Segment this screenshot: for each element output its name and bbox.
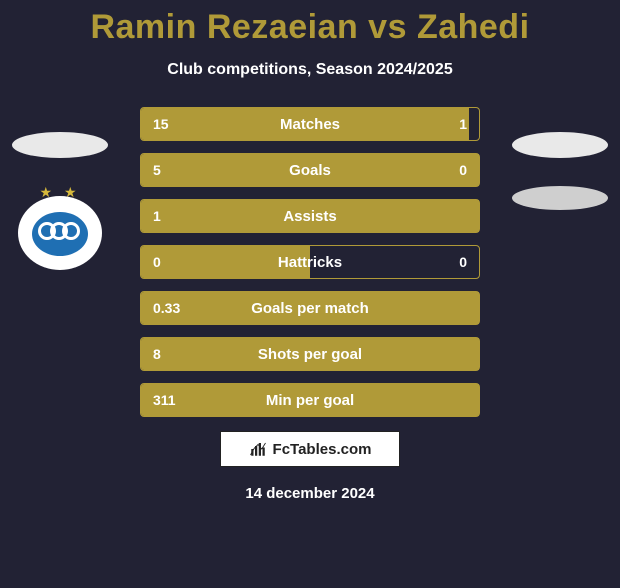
stat-row-gpm: 0.33 Goals per match xyxy=(140,291,480,325)
badge-rings-icon xyxy=(38,222,80,240)
club-left-badge: ★ ★ xyxy=(18,186,102,270)
player-right-placeholder xyxy=(512,132,608,158)
stat-row-matches: 15 Matches 1 xyxy=(140,107,480,141)
club-right-placeholder xyxy=(512,186,608,210)
stat-label: Goals xyxy=(141,162,479,179)
stat-right-value: 0 xyxy=(459,254,467,270)
stat-row-mpg: 311 Min per goal xyxy=(140,383,480,417)
stat-label: Shots per goal xyxy=(141,346,479,363)
stat-row-spg: 8 Shots per goal xyxy=(140,337,480,371)
stat-row-goals: 5 Goals 0 xyxy=(140,153,480,187)
page-title: Ramin Rezaeian vs Zahedi xyxy=(0,8,620,47)
stat-row-hattricks: 0 Hattricks 0 xyxy=(140,245,480,279)
subtitle: Club competitions, Season 2024/2025 xyxy=(0,61,620,79)
stat-label: Min per goal xyxy=(141,392,479,409)
stat-row-assists: 1 Assists xyxy=(140,199,480,233)
date-label: 14 december 2024 xyxy=(0,485,620,502)
stat-label: Hattricks xyxy=(141,254,479,271)
stat-label: Goals per match xyxy=(141,300,479,317)
bar-chart-icon xyxy=(249,440,267,458)
stat-right-value: 0 xyxy=(459,162,467,178)
stat-right-value: 1 xyxy=(459,116,467,132)
stats-container: 15 Matches 1 5 Goals 0 1 Assists 0 Hattr… xyxy=(140,107,480,417)
fctables-badge[interactable]: FcTables.com xyxy=(220,431,400,467)
player-left-placeholder xyxy=(12,132,108,158)
stat-label: Assists xyxy=(141,208,479,225)
fctables-label: FcTables.com xyxy=(273,441,372,458)
stat-label: Matches xyxy=(141,116,479,133)
